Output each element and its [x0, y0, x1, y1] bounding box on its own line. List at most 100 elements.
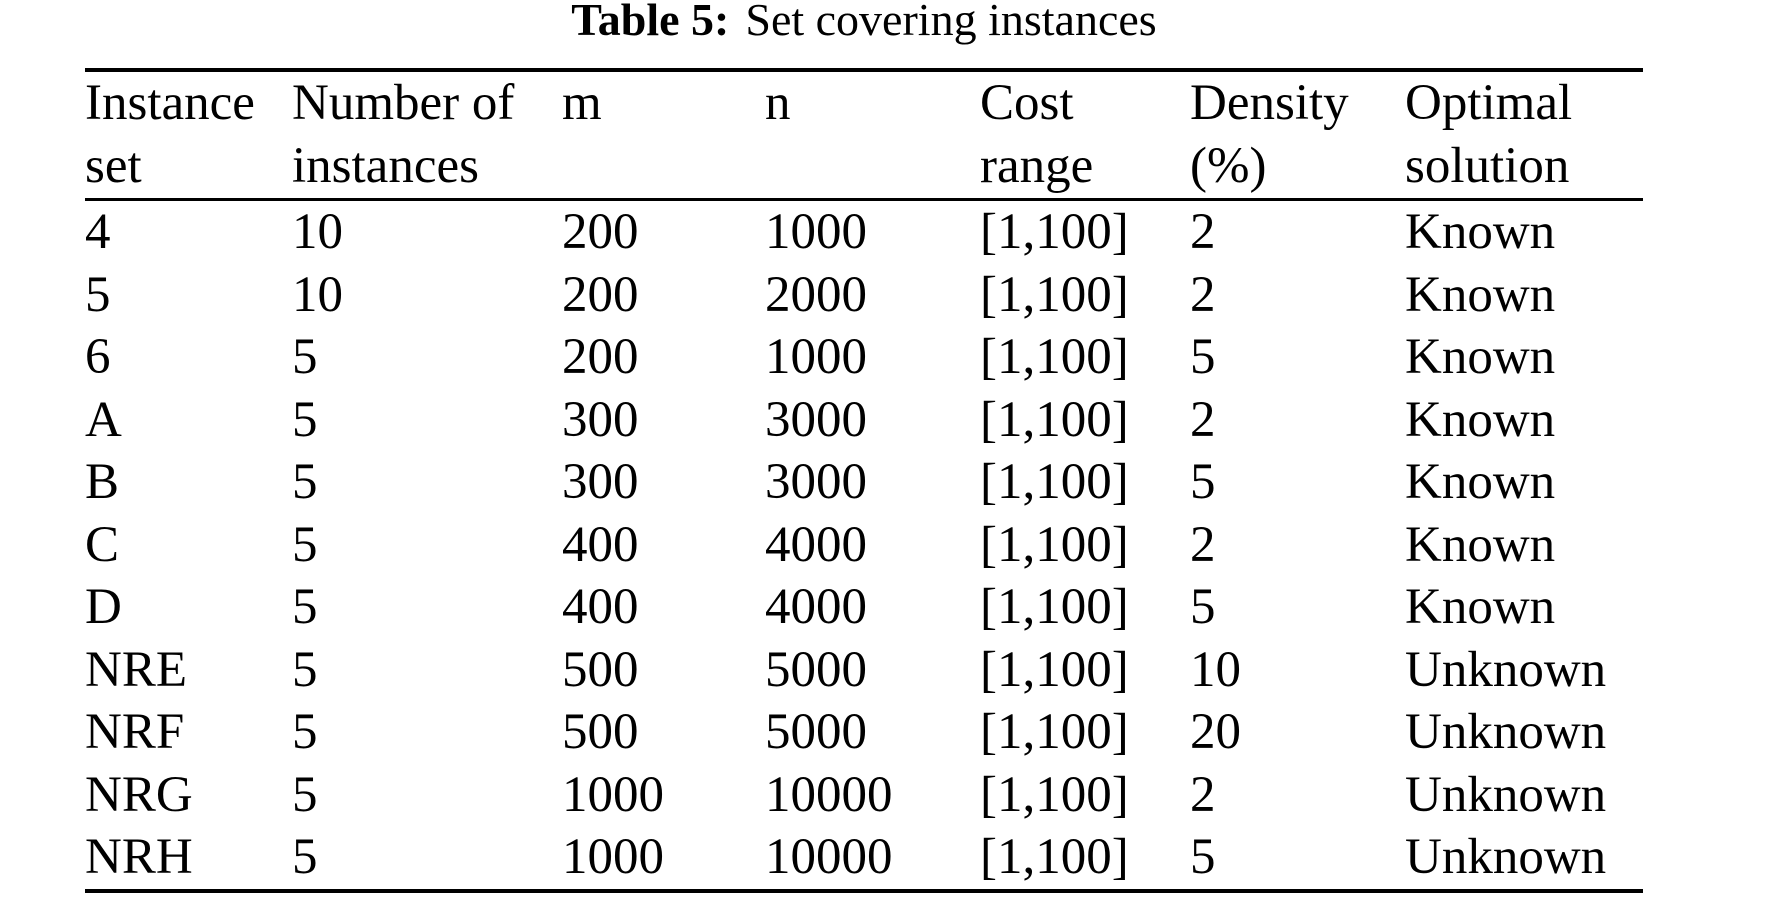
table-row: NRH 5 1000 10000 [1,100] 5 Unknown: [85, 826, 1643, 889]
cell-n: 3000: [765, 454, 867, 510]
cell-m: 400: [562, 579, 639, 635]
cell-density-percent: 5: [1190, 829, 1216, 885]
table-header-row: Instance set Number of instances m n Cos…: [85, 72, 1643, 201]
cell-m: 300: [562, 454, 639, 510]
cell-instance-set: A: [85, 391, 122, 448]
cell-instance-set: NRE: [85, 641, 187, 698]
cell-m: 300: [562, 391, 639, 448]
cell-n: 4000: [765, 579, 867, 635]
set-covering-table: Instance set Number of instances m n Cos…: [85, 68, 1643, 893]
cell-density-percent: 20: [1190, 704, 1241, 760]
cell-density-percent: 2: [1190, 766, 1216, 823]
cell-number-of-instances: 5: [292, 391, 318, 448]
cell-number-of-instances: 5: [292, 829, 318, 885]
column-header-line2: [765, 135, 980, 198]
cell-density-percent: 2: [1190, 266, 1216, 323]
table-row: 4 10 200 1000 [1,100] 2 Known: [85, 201, 1643, 264]
cell-cost-range: [1,100]: [980, 641, 1129, 698]
column-header-m: m: [562, 72, 765, 198]
cell-instance-set: 5: [85, 266, 111, 323]
cell-number-of-instances: 5: [292, 641, 318, 698]
cell-m: 500: [562, 704, 639, 760]
column-header-line1: Cost: [980, 75, 1074, 131]
cell-m: 200: [562, 204, 639, 260]
column-header-number-of-instances: Number of instances: [292, 72, 562, 198]
cell-cost-range: [1,100]: [980, 329, 1129, 385]
cell-n: 5000: [765, 641, 867, 698]
column-header-instance-set: Instance set: [85, 72, 292, 198]
column-header-line2: solution: [1405, 137, 1570, 194]
cell-n: 1000: [765, 329, 867, 385]
cell-optimal-solution: Known: [1405, 266, 1556, 323]
table-body: 4 10 200 1000 [1,100] 2 Known 5 10 200 2000 [1,100]…: [85, 201, 1643, 889]
cell-number-of-instances: 5: [292, 454, 318, 510]
cell-m: 500: [562, 641, 639, 698]
cell-density-percent: 5: [1190, 579, 1216, 635]
column-header-line1: m: [562, 75, 602, 131]
cell-optimal-solution: Known: [1405, 329, 1556, 385]
cell-number-of-instances: 5: [292, 516, 318, 573]
cell-density-percent: 2: [1190, 516, 1216, 573]
cell-m: 1000: [562, 766, 664, 823]
table-row: NRG 5 1000 10000 [1,100] 2 Unknown: [85, 764, 1643, 827]
table-row: 5 10 200 2000 [1,100] 2 Known: [85, 264, 1643, 327]
cell-cost-range: [1,100]: [980, 829, 1129, 885]
table-caption-label: Table 5:: [571, 0, 730, 45]
table-row: A 5 300 3000 [1,100] 2 Known: [85, 389, 1643, 452]
cell-density-percent: 5: [1190, 329, 1216, 385]
cell-cost-range: [1,100]: [980, 579, 1129, 635]
cell-optimal-solution: Known: [1405, 391, 1556, 448]
cell-density-percent: 5: [1190, 454, 1216, 510]
cell-m: 200: [562, 266, 639, 323]
column-header-line2: instances: [292, 137, 479, 194]
cell-number-of-instances: 5: [292, 766, 318, 823]
column-header-line2: set: [85, 137, 142, 194]
cell-n: 10000: [765, 766, 893, 823]
column-header-line1: n: [765, 75, 791, 131]
cell-optimal-solution: Known: [1405, 579, 1556, 635]
cell-cost-range: [1,100]: [980, 454, 1129, 510]
cell-number-of-instances: 5: [292, 329, 318, 385]
cell-cost-range: [1,100]: [980, 766, 1129, 823]
cell-optimal-solution: Unknown: [1405, 829, 1607, 885]
column-header-line1: Optimal: [1405, 75, 1573, 131]
cell-optimal-solution: Known: [1405, 204, 1556, 260]
cell-cost-range: [1,100]: [980, 704, 1129, 760]
cell-density-percent: 2: [1190, 204, 1216, 260]
cell-number-of-instances: 5: [292, 579, 318, 635]
cell-n: 10000: [765, 829, 893, 885]
column-header-line1: Number of: [292, 75, 515, 131]
table-caption-text: Set covering instances: [745, 0, 1157, 45]
column-header-line1: Instance: [85, 75, 255, 131]
column-header-cost-range: Cost range: [980, 72, 1190, 198]
cell-cost-range: [1,100]: [980, 516, 1129, 573]
table-row: B 5 300 3000 [1,100] 5 Known: [85, 451, 1643, 514]
table-row: NRF 5 500 5000 [1,100] 20 Unknown: [85, 701, 1643, 764]
cell-number-of-instances: 5: [292, 704, 318, 760]
cell-number-of-instances: 10: [292, 266, 343, 323]
cell-m: 200: [562, 329, 639, 385]
cell-density-percent: 10: [1190, 641, 1241, 698]
cell-optimal-solution: Unknown: [1405, 641, 1607, 698]
cell-optimal-solution: Unknown: [1405, 766, 1607, 823]
cell-optimal-solution: Known: [1405, 454, 1556, 510]
table-row: 6 5 200 1000 [1,100] 5 Known: [85, 326, 1643, 389]
cell-optimal-solution: Unknown: [1405, 704, 1607, 760]
cell-n: 3000: [765, 391, 867, 448]
column-header-line2: [562, 135, 765, 198]
cell-density-percent: 2: [1190, 391, 1216, 448]
column-header-n: n: [765, 72, 980, 198]
column-header-density-percent: Density (%): [1190, 72, 1405, 198]
cell-instance-set: 4: [85, 204, 111, 260]
cell-instance-set: D: [85, 579, 122, 635]
cell-optimal-solution: Known: [1405, 516, 1556, 573]
cell-instance-set: B: [85, 454, 120, 510]
cell-m: 1000: [562, 829, 664, 885]
cell-n: 5000: [765, 704, 867, 760]
column-header-line2: range: [980, 137, 1094, 194]
cell-instance-set: NRG: [85, 766, 193, 823]
cell-n: 4000: [765, 516, 867, 573]
table-row: D 5 400 4000 [1,100] 5 Known: [85, 576, 1643, 639]
table-row: NRE 5 500 5000 [1,100] 10 Unknown: [85, 639, 1643, 702]
